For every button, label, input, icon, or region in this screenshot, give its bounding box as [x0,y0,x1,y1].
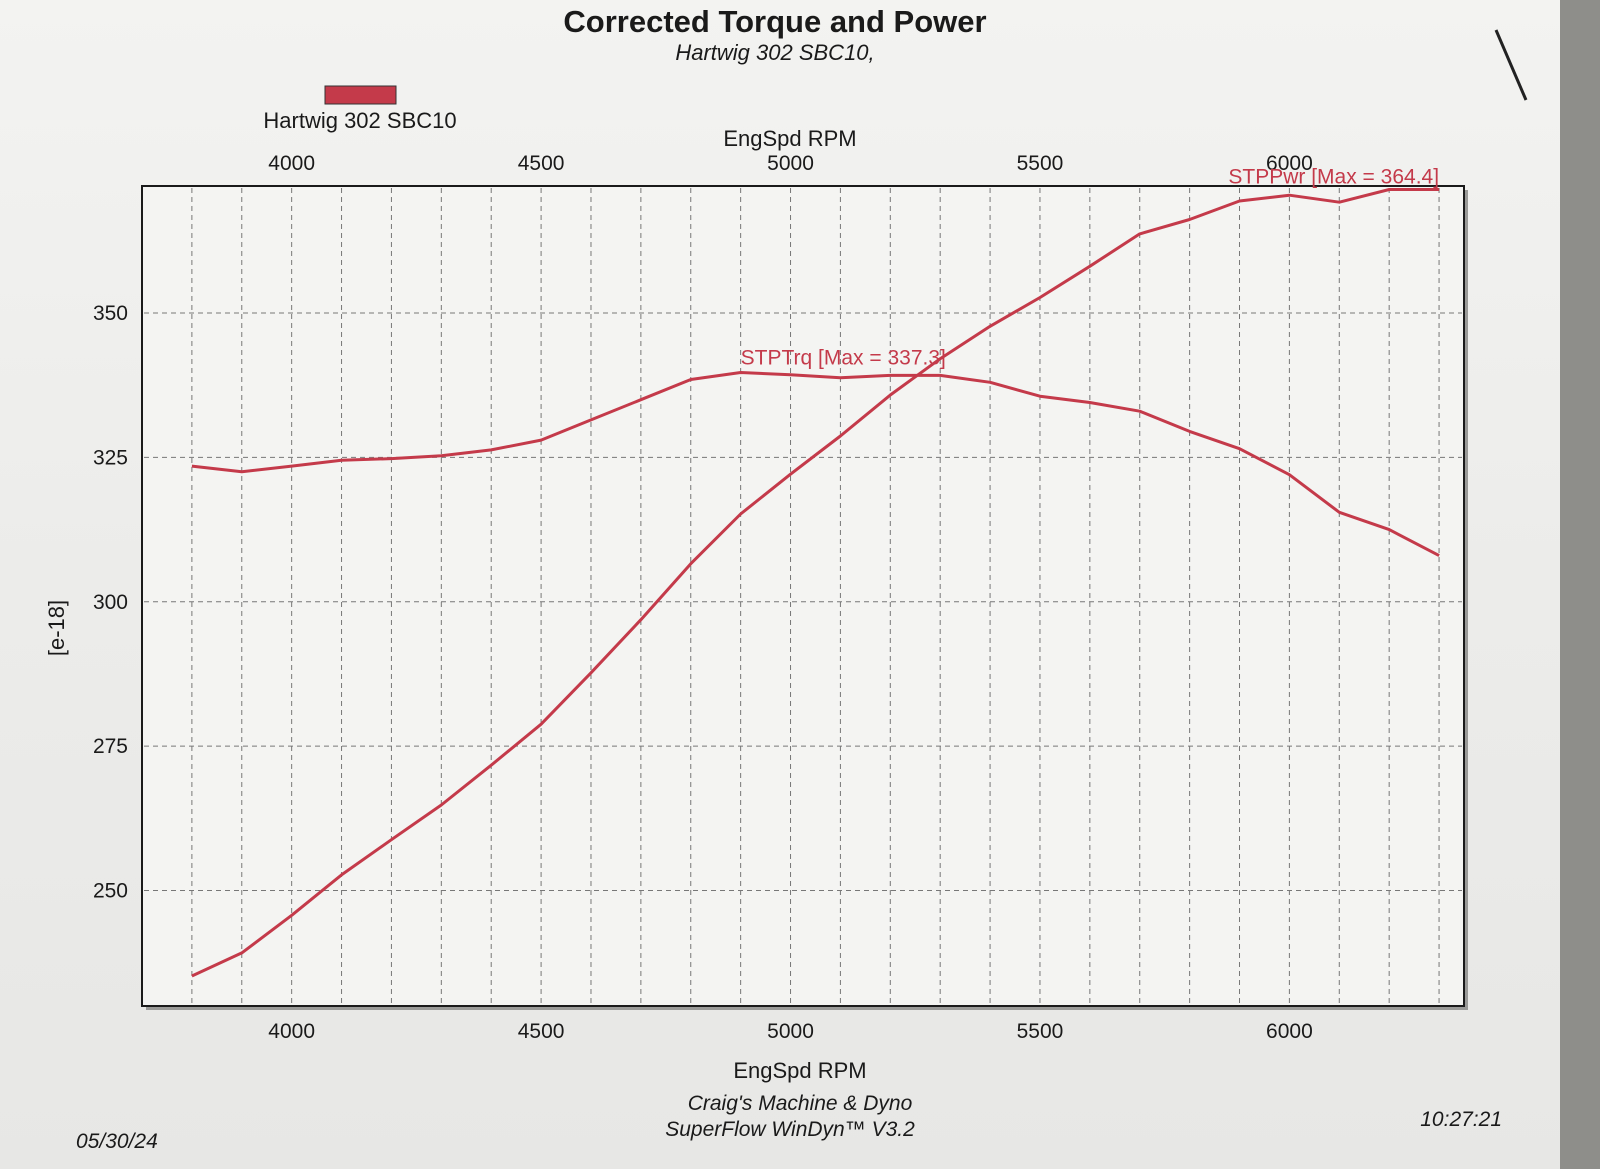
dyno-sheet: Corrected Torque and Power Hartwig 302 S… [0,0,1560,1169]
torque-series-line [191,371,1440,557]
x-tick-label-top: 5500 [1017,152,1064,175]
software-name: SuperFlow WinDyn™ V3.2 [665,1118,915,1141]
bottom-x-axis-title: EngSpd RPM [733,1058,866,1083]
chart-title: Corrected Torque and Power [563,4,986,39]
y-tick-label: 350 [93,302,128,325]
plot-area [141,185,1465,1007]
chart-subtitle: Hartwig 302 SBC10, [675,40,874,65]
run-date: 05/30/24 [76,1130,158,1153]
legend-swatch [324,85,397,105]
power-series-line [191,188,1440,978]
x-tick-label-top: 4000 [268,152,315,175]
legend-label: Hartwig 302 SBC10 [263,108,456,133]
x-tick-label-bottom: 5500 [1017,1020,1064,1043]
x-tick-label-bottom: 4500 [518,1020,565,1043]
y-tick-label: 300 [93,591,128,614]
x-tick-label-bottom: 6000 [1266,1020,1313,1043]
x-tick-label-bottom: 4000 [268,1020,315,1043]
tick-labels: 250 275 300 325 350 4000 4000 4500 4500 5000 5000 5… [93,152,1313,1043]
y-tick-label: 325 [93,446,128,469]
pen-mark [1494,29,1528,101]
y-tick-label: 250 [93,880,128,903]
torque-series-label: STPTrq [Max = 337.3] [741,347,946,370]
y-tick-label: 275 [93,735,128,758]
x-tick-label-top: 5000 [767,152,814,175]
x-tick-label-bottom: 5000 [767,1020,814,1043]
grid [144,188,1462,1004]
shop-name: Craig's Machine & Dyno [688,1092,913,1115]
top-x-axis-title: EngSpd RPM [723,126,856,151]
x-tick-label-top: 4500 [518,152,565,175]
y-axis-title: [e-18] [44,600,69,656]
x-tick-label-top: 6000 [1266,152,1313,175]
series: STPTrq [Max = 337.3] STPPwr [Max = 364.4] [191,165,1440,978]
power-series-label: STPPwr [Max = 364.4] [1228,165,1439,188]
run-time: 10:27:21 [1420,1108,1502,1131]
